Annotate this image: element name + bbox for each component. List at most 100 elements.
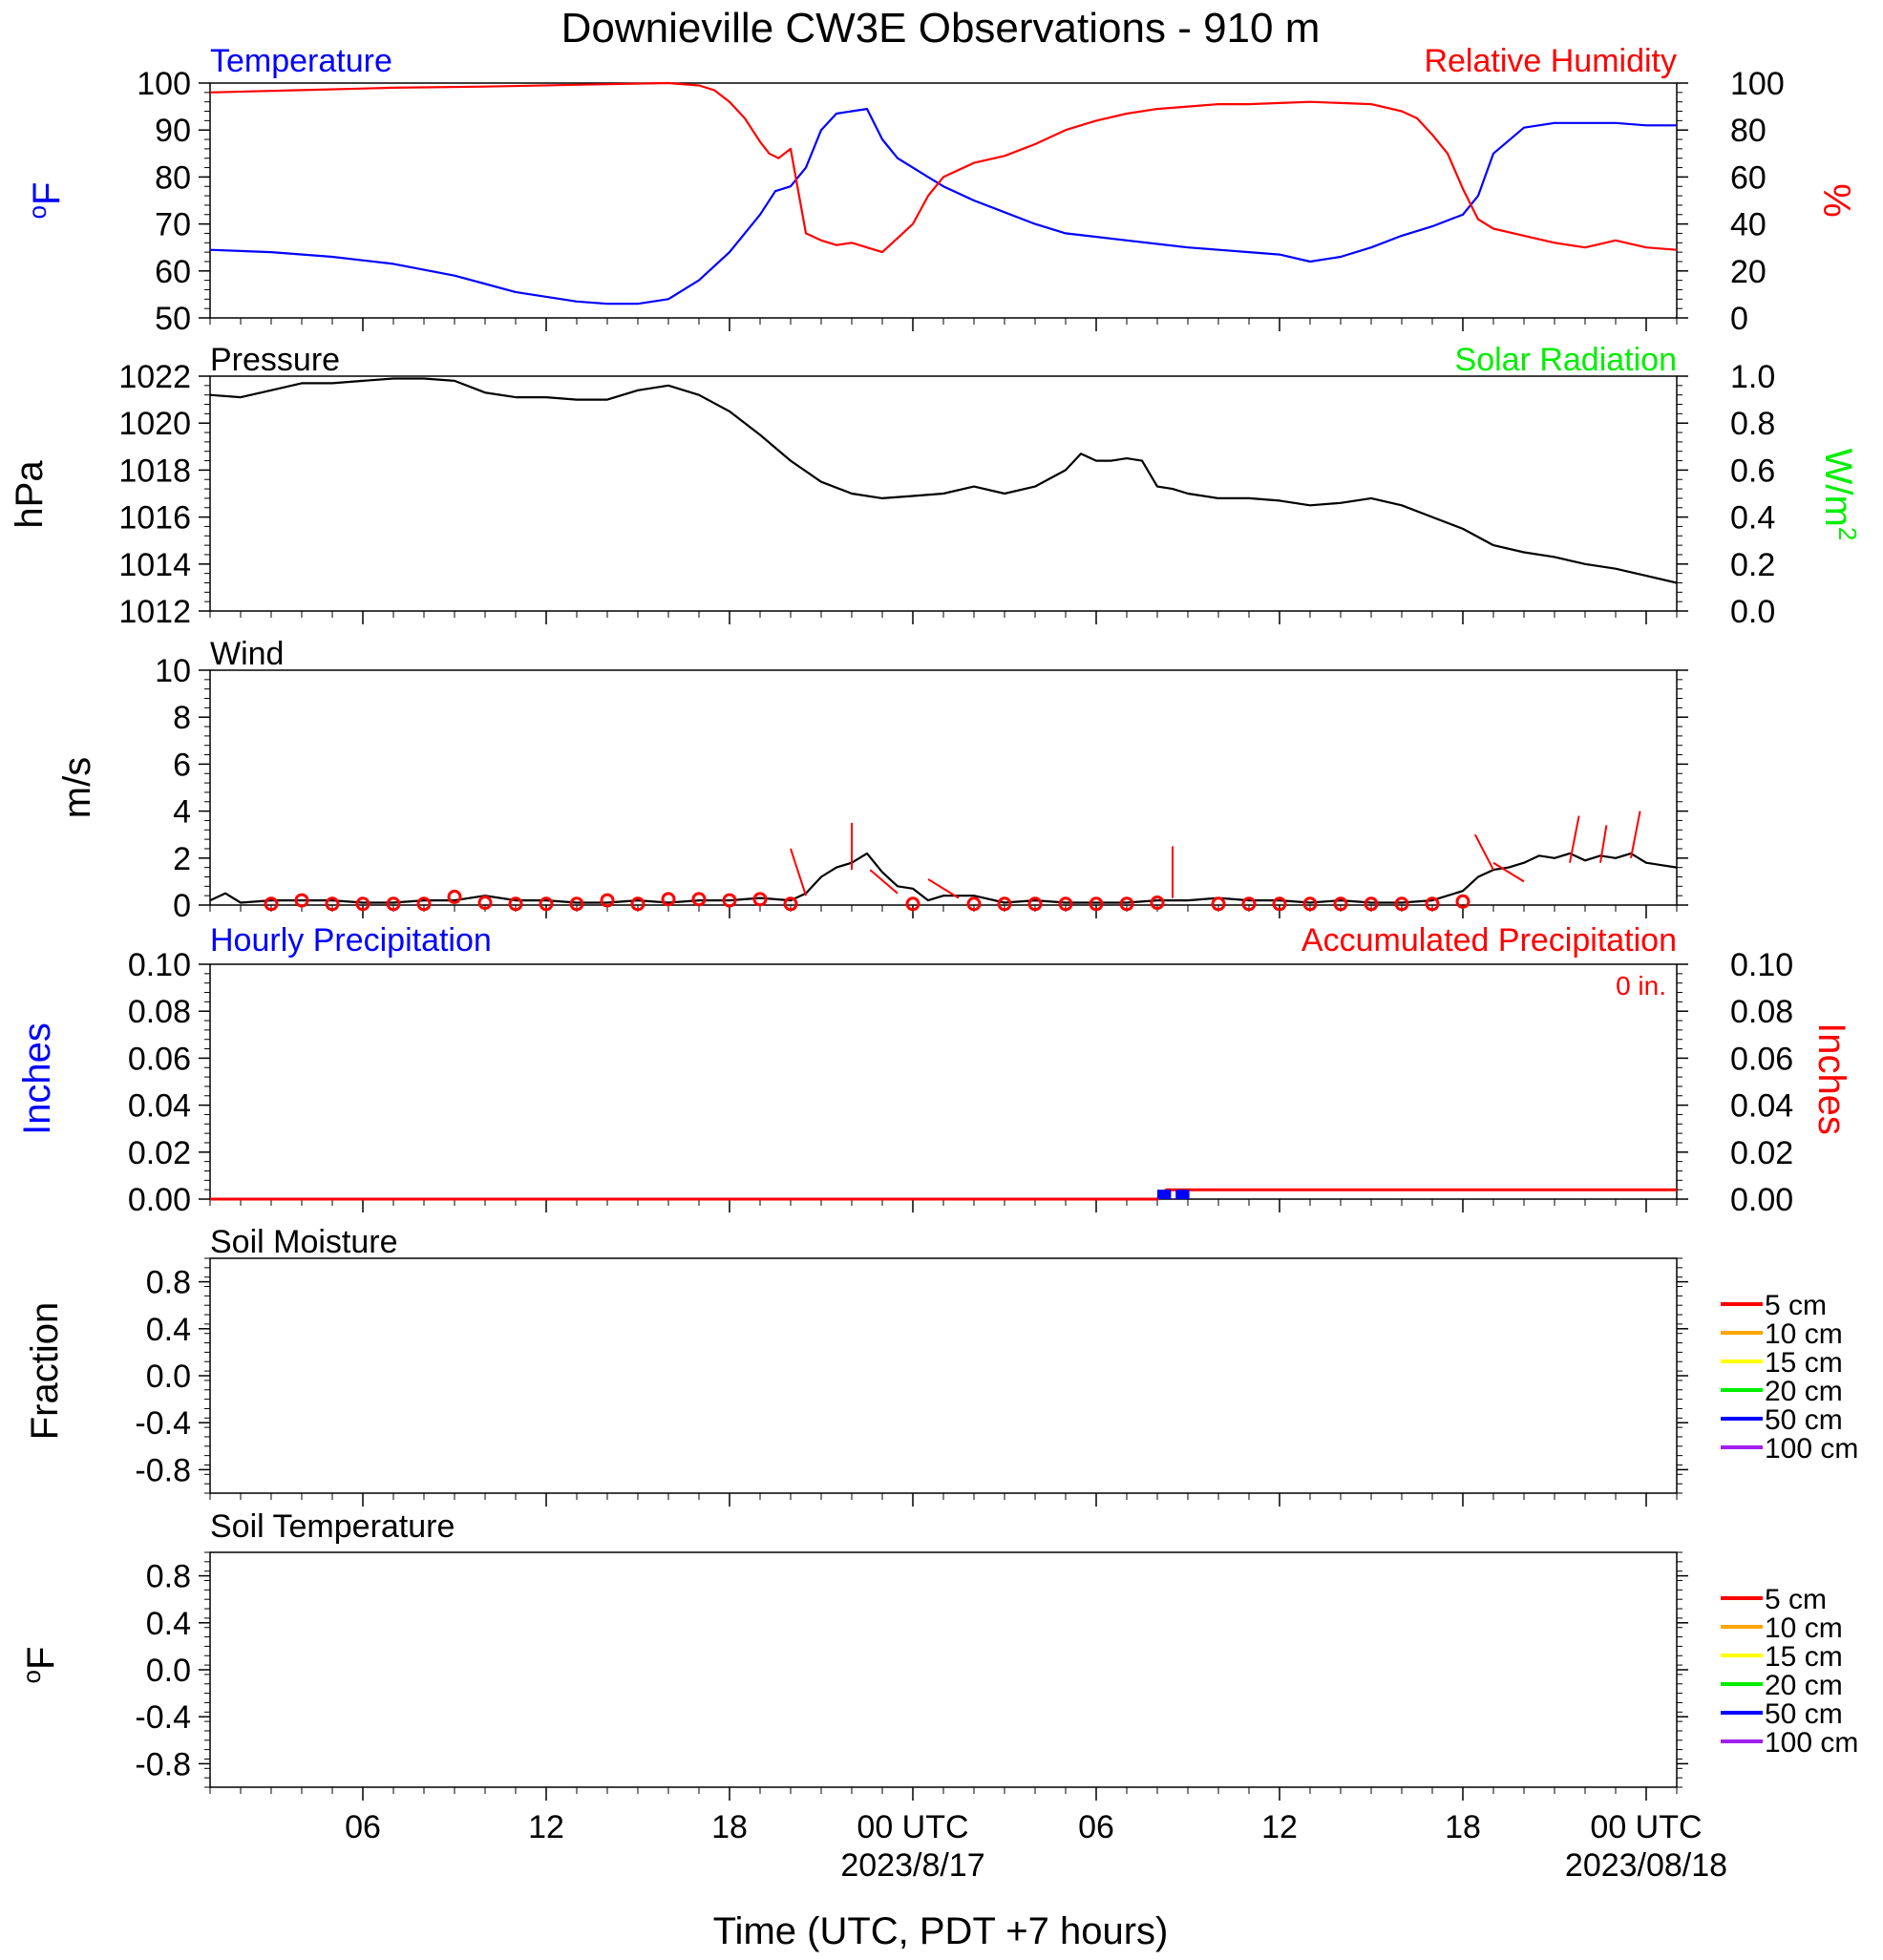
legend-label: 20 cm	[1765, 1376, 1843, 1407]
wind-barb	[790, 848, 807, 896]
wind-marker	[691, 892, 707, 907]
y-tick-label: 1022	[118, 359, 191, 395]
wind-marker	[783, 896, 798, 912]
legend-label: 15 cm	[1765, 1641, 1843, 1673]
wind-marker	[1027, 896, 1043, 912]
pressure-title: Pressure	[210, 342, 340, 378]
legend-label: 100 cm	[1765, 1433, 1858, 1465]
y-tick-label: 10	[155, 653, 191, 689]
y-tick-label: 1020	[118, 406, 191, 442]
y-tick-label: -0.8	[135, 1746, 191, 1782]
y-tick-label: 2	[173, 841, 191, 877]
y-tick-label-right: 40	[1730, 207, 1767, 243]
legend-label: 10 cm	[1765, 1612, 1843, 1644]
soil-moisture-panel: Soil Moisture Fraction -0.8 -0.4 0.0 0.4 0.8…	[24, 1224, 1858, 1507]
wind-marker	[1425, 896, 1440, 912]
wind-marker	[1211, 896, 1226, 912]
y-tick-label: 1018	[118, 453, 191, 489]
pressure-line	[209, 377, 1678, 584]
wind-marker	[264, 896, 279, 912]
wind-marker	[477, 896, 493, 911]
wind-line	[209, 852, 1678, 904]
page-title: Downieville CW3E Observations - 910 m	[561, 5, 1321, 52]
y-tick-label: 4	[173, 794, 191, 831]
wind-marker	[1058, 896, 1073, 912]
panel-frame	[209, 963, 1678, 1200]
y-tick-label-right: 0.02	[1730, 1135, 1793, 1171]
y-tick-label: 90	[155, 113, 191, 149]
y-tick-label: 8	[173, 700, 191, 736]
x-tick-label: 12	[528, 1809, 564, 1845]
panel-frame	[209, 669, 1678, 906]
wind-marker	[661, 892, 676, 907]
soil-temperature-panel: Soil Temperature oF -0.8 -0.4 0.0 0.4 0.8 5 c…	[17, 1508, 1858, 1801]
wind-barb	[1492, 861, 1525, 883]
y-tick-label-right: 0.8	[1730, 406, 1775, 442]
y-tick-label-right: 60	[1730, 159, 1767, 196]
wind-marker	[569, 896, 584, 912]
hourly-precip-title: Hourly Precipitation	[210, 922, 492, 959]
wind-marker	[539, 896, 554, 912]
y-tick-label: 0.00	[128, 1182, 191, 1218]
y-tick-label-right: 0.04	[1730, 1088, 1793, 1125]
wind-marker	[722, 893, 737, 908]
wind-barb	[927, 878, 960, 899]
wind-marker	[1302, 896, 1318, 912]
y-tick-label-right: 0.06	[1730, 1041, 1793, 1077]
temperature-axis-label: oF	[23, 182, 68, 220]
soil-temperature-title: Soil Temperature	[210, 1508, 455, 1545]
y-tick-label: 50	[155, 301, 191, 337]
wind-marker	[905, 896, 920, 912]
wind-marker	[1364, 896, 1379, 912]
x-tick-label: 06	[345, 1809, 381, 1845]
solar-axis-label: W/m2	[1817, 449, 1862, 541]
y-tick-label: 0.06	[128, 1041, 191, 1077]
legend-label: 15 cm	[1765, 1347, 1843, 1379]
humidity-axis-label: %	[1815, 183, 1857, 218]
wind-marker	[752, 892, 768, 907]
y-tick-label: 0	[173, 888, 191, 924]
panel-frame	[209, 82, 1678, 319]
precipitation-panel: Hourly Precipitation Accumulated Precipi…	[16, 922, 1852, 1218]
legend-label: 50 cm	[1765, 1698, 1843, 1730]
wind-marker	[355, 896, 370, 912]
accum-precip-axis-label: Inches	[1810, 1022, 1852, 1135]
temperature-line	[209, 107, 1677, 306]
wind-barb	[1630, 811, 1641, 858]
y-tick-label: 1016	[118, 500, 191, 537]
accumulated-precip-line	[210, 1188, 1677, 1201]
y-tick-label: 1012	[118, 594, 191, 630]
wind-marker	[1241, 896, 1257, 912]
y-tick-label: 1014	[118, 547, 191, 583]
y-tick-label: 0.08	[128, 994, 191, 1030]
relative-humidity-line	[209, 81, 1678, 254]
hourly-precip-axis-label: Inches	[16, 1022, 58, 1135]
x-tick-date: 2023/08/18	[1565, 1847, 1727, 1884]
y-tick-label: 0.4	[146, 1312, 191, 1348]
y-tick-label-right: 80	[1730, 113, 1767, 149]
y-tick-label: -0.4	[135, 1699, 191, 1736]
y-tick-label-right: 0.08	[1730, 994, 1793, 1030]
wind-marker	[600, 893, 615, 908]
legend-label: 100 cm	[1765, 1727, 1858, 1759]
y-tick-label-right: 100	[1730, 66, 1785, 102]
y-tick-label: 0.8	[146, 1265, 191, 1301]
wind-marker	[1150, 896, 1165, 911]
wind-barb	[1599, 825, 1608, 863]
y-tick-label: 0.8	[146, 1559, 191, 1595]
y-tick-label: 0.04	[128, 1088, 191, 1125]
y-tick-label: 0.4	[146, 1606, 191, 1642]
legend-label: 50 cm	[1765, 1404, 1843, 1436]
legend-label: 5 cm	[1765, 1584, 1827, 1615]
y-tick-label-right: 0.2	[1730, 547, 1775, 583]
wind-marker	[1394, 896, 1409, 912]
pressure-solar-panel: Pressure Solar Radiation hPa W/m2 1012 10…	[9, 342, 1862, 630]
wind-marker	[325, 896, 340, 912]
wind-marker	[294, 893, 309, 908]
x-tick-label: 00 UTC	[857, 1809, 968, 1845]
x-tick-label: 12	[1261, 1809, 1298, 1845]
wind-barb	[1569, 815, 1580, 863]
y-tick-label: 100	[137, 66, 191, 102]
